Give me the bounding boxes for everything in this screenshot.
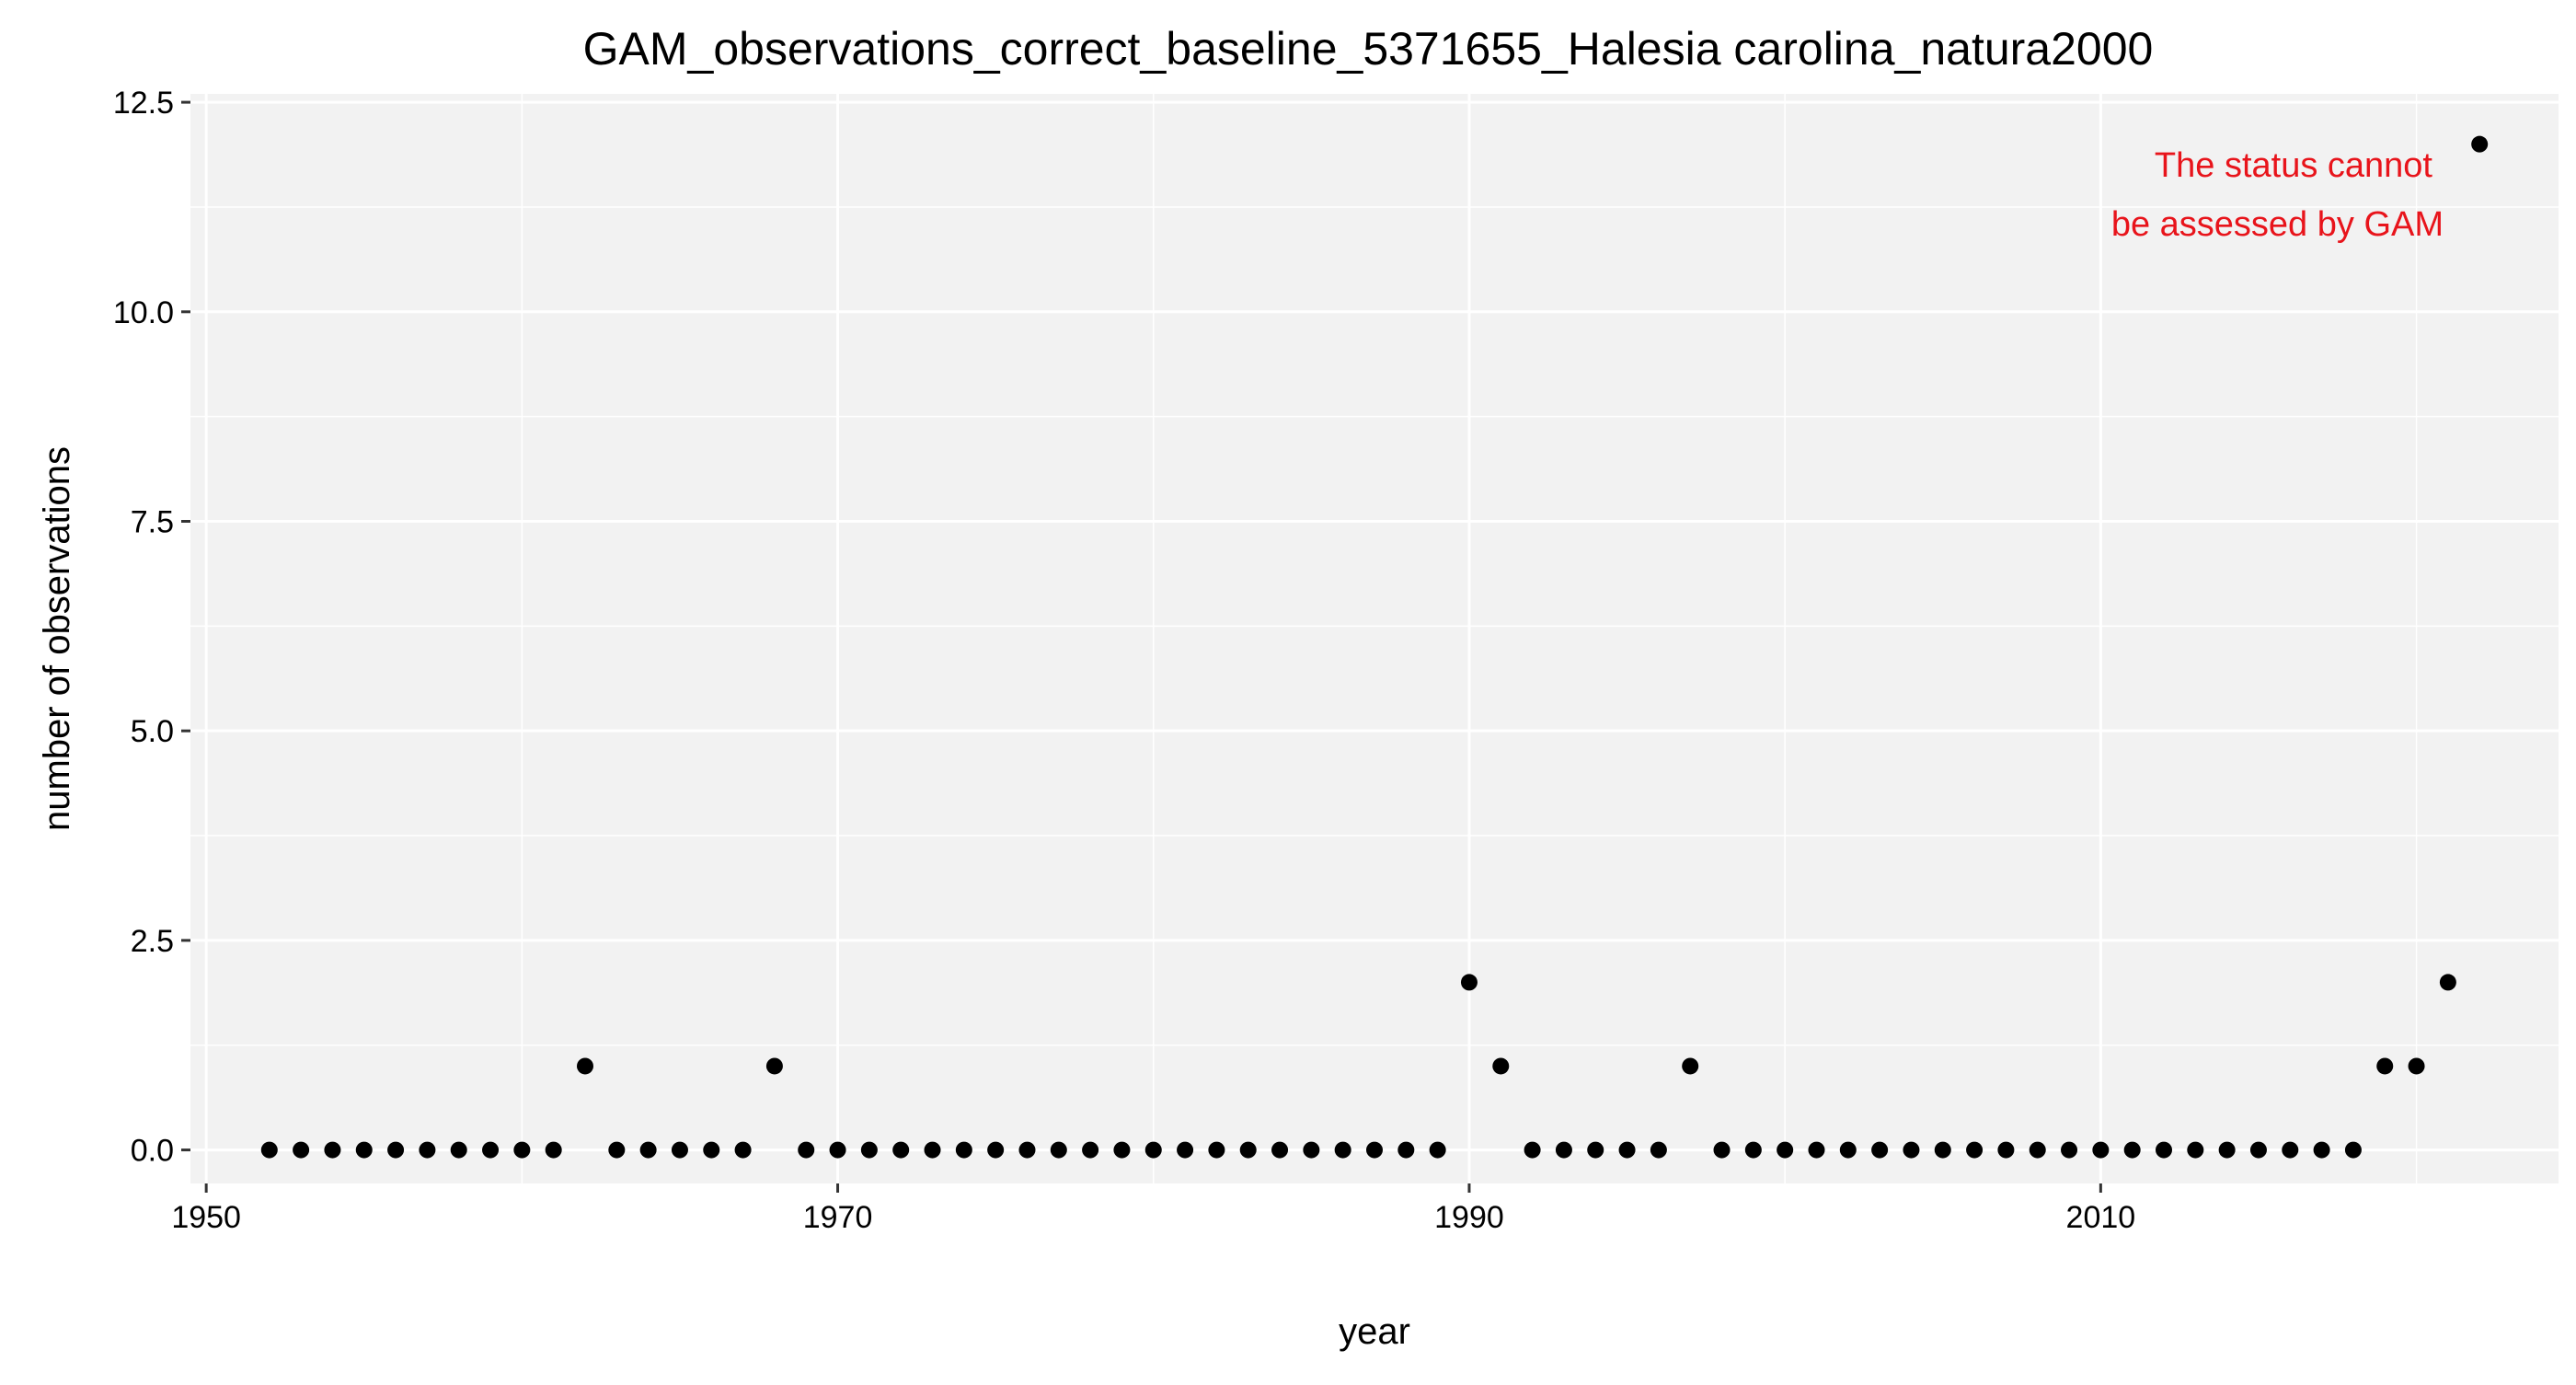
- y-axis: 0.0 2.5 5.0 7.5 10.0 12.5: [113, 86, 190, 1169]
- data-point: [1934, 1141, 1951, 1159]
- data-point: [765, 1057, 783, 1075]
- data-point: [798, 1141, 815, 1159]
- data-point: [2123, 1141, 2141, 1159]
- data-point: [450, 1141, 467, 1159]
- data-point: [829, 1141, 846, 1159]
- data-point: [2408, 1057, 2425, 1075]
- data-point: [2282, 1141, 2299, 1159]
- data-point: [2344, 1141, 2362, 1159]
- data-point: [513, 1141, 531, 1159]
- data-point: [1018, 1141, 1036, 1159]
- y-tick-label: 0.0: [131, 1134, 174, 1169]
- data-point: [987, 1141, 1005, 1159]
- data-point: [293, 1141, 310, 1159]
- data-point: [1082, 1141, 1099, 1159]
- data-point: [2376, 1057, 2394, 1075]
- y-tick-label: 12.5: [113, 86, 174, 121]
- data-point: [924, 1141, 941, 1159]
- data-point: [671, 1141, 688, 1159]
- data-point: [324, 1141, 341, 1159]
- data-point: [1177, 1141, 1194, 1159]
- data-point: [703, 1141, 720, 1159]
- data-point: [1997, 1141, 2015, 1159]
- chart-title: GAM_observations_correct_baseline_537165…: [583, 23, 2154, 75]
- data-point: [608, 1141, 626, 1159]
- minor-gridlines: [190, 94, 2559, 1183]
- data-point: [955, 1141, 972, 1159]
- data-point: [1777, 1141, 1794, 1159]
- data-point: [1334, 1141, 1351, 1159]
- status-annotation-line-2: be assessed by GAM: [2111, 205, 2444, 244]
- data-point: [1366, 1141, 1383, 1159]
- data-point: [1871, 1141, 1889, 1159]
- data-point: [1682, 1057, 1699, 1075]
- data-point: [1397, 1141, 1415, 1159]
- data-point: [355, 1141, 373, 1159]
- data-point: [1808, 1141, 1825, 1159]
- data-point: [545, 1141, 562, 1159]
- data-point: [2439, 974, 2456, 991]
- data-point: [1429, 1141, 1446, 1159]
- data-point: [1524, 1141, 1541, 1159]
- data-point: [1492, 1057, 1510, 1075]
- data-point: [1555, 1141, 1572, 1159]
- data-point: [1460, 974, 1478, 991]
- data-point: [2029, 1141, 2046, 1159]
- x-tick-label: 2010: [2066, 1200, 2136, 1235]
- data-point: [1903, 1141, 1920, 1159]
- y-tick-label: 5.0: [131, 714, 174, 749]
- data-point: [1966, 1141, 1984, 1159]
- data-point: [2313, 1141, 2330, 1159]
- data-point: [577, 1057, 593, 1075]
- data-point: [2092, 1141, 2110, 1159]
- plot-panel: [190, 94, 2559, 1183]
- data-point: [1713, 1141, 1731, 1159]
- data-point: [260, 1141, 278, 1159]
- x-tick-label: 1990: [1434, 1200, 1504, 1235]
- data-point: [892, 1141, 910, 1159]
- data-point: [1650, 1141, 1667, 1159]
- data-point: [2061, 1141, 2078, 1159]
- data-point: [639, 1141, 657, 1159]
- data-point: [1303, 1141, 1320, 1159]
- y-axis-label: number of observations: [37, 446, 77, 831]
- data-point: [387, 1141, 405, 1159]
- data-point: [482, 1141, 500, 1159]
- y-tick-label: 10.0: [113, 295, 174, 330]
- data-point: [734, 1141, 752, 1159]
- data-point: [2471, 135, 2489, 153]
- data-point: [2249, 1141, 2267, 1159]
- data-point: [2156, 1141, 2172, 1159]
- x-axis-label: year: [1339, 1311, 1410, 1352]
- data-point: [1239, 1141, 1257, 1159]
- data-point: [860, 1141, 878, 1159]
- status-annotation-line-1: The status cannot: [2155, 146, 2433, 185]
- x-tick-label: 1970: [803, 1200, 873, 1235]
- data-point: [1113, 1141, 1131, 1159]
- data-point: [2218, 1141, 2236, 1159]
- data-point: [1050, 1141, 1067, 1159]
- data-point: [1587, 1141, 1604, 1159]
- y-tick-label: 7.5: [131, 504, 174, 539]
- data-point: [1271, 1141, 1289, 1159]
- data-point: [1839, 1141, 1857, 1159]
- x-axis: 1950 1970 1990 2010: [171, 1183, 2135, 1235]
- data-points: [260, 135, 2489, 1159]
- data-point: [1208, 1141, 1225, 1159]
- data-point: [1618, 1141, 1636, 1159]
- y-tick-label: 2.5: [131, 924, 174, 959]
- data-point: [419, 1141, 436, 1159]
- data-point: [2187, 1141, 2204, 1159]
- data-point: [1744, 1141, 1762, 1159]
- data-point: [1144, 1141, 1162, 1159]
- x-tick-label: 1950: [171, 1200, 241, 1235]
